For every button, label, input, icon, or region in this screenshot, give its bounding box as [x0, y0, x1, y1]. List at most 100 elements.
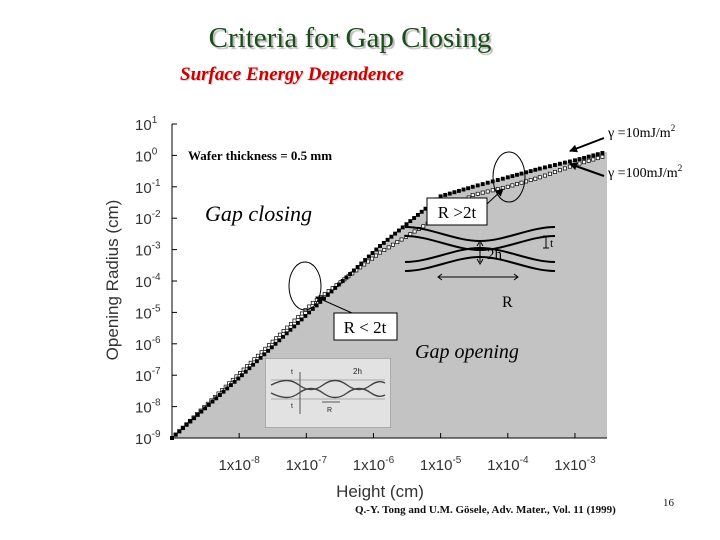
series-marker: [600, 154, 605, 159]
series-marker: [582, 160, 587, 165]
y-tick-label: 10-2: [135, 209, 161, 228]
series-marker: [310, 300, 315, 305]
x-tick-label: 1x10-8: [218, 455, 260, 474]
series-marker: [562, 160, 567, 165]
series-marker: [370, 251, 375, 255]
series-marker: [292, 318, 297, 323]
series-marker: [586, 154, 591, 159]
series-marker: [557, 161, 562, 166]
gamma-low-arrow: [569, 137, 605, 153]
series-marker: [393, 231, 398, 236]
series-marker: [547, 164, 552, 169]
series-marker: [475, 191, 480, 196]
series-marker: [412, 216, 417, 220]
slide-title: Criteria for Gap Closing: [208, 22, 492, 54]
series-marker: [225, 386, 230, 391]
r-less-box: [333, 312, 398, 341]
series-marker: [510, 174, 515, 179]
y-tick-label: 100: [135, 146, 158, 165]
series-marker: [490, 188, 495, 193]
series-marker: [466, 186, 471, 191]
series-marker: [519, 180, 524, 185]
series-marker: [438, 194, 443, 199]
series-marker: [378, 244, 382, 248]
series-marker: [419, 209, 424, 214]
r-greater-box: [426, 197, 488, 226]
highlight-ellipse-lower: [288, 261, 322, 311]
series-marker: [374, 247, 379, 252]
series-marker: [247, 366, 252, 371]
series-marker: [567, 164, 572, 169]
y-axis-label: Opening Radius (cm): [103, 200, 122, 361]
series-marker: [292, 324, 297, 329]
y-tick-label: 10-6: [135, 335, 161, 354]
series-marker: [577, 161, 582, 166]
series-marker: [284, 331, 289, 336]
series-marker: [359, 261, 364, 266]
series-marker: [389, 234, 394, 239]
series-marker: [533, 176, 538, 181]
series-marker: [573, 158, 577, 163]
t-label: t: [550, 236, 554, 250]
slide-number: 16: [663, 497, 674, 509]
r-label: R: [502, 294, 513, 311]
series-marker: [295, 320, 300, 325]
series-marker: [263, 346, 268, 351]
series-marker: [385, 237, 390, 242]
series-marker: [586, 158, 591, 163]
series-marker: [307, 310, 312, 315]
reference-citation: Q.-Y. Tong and U.M. Gösele, Adv. Mater.,…: [355, 504, 616, 516]
inset-diagram: t t 2h R: [265, 358, 391, 428]
series-marker: [299, 311, 304, 316]
series-marker: [447, 191, 452, 196]
series-marker: [288, 327, 293, 332]
series-marker: [591, 157, 596, 162]
series-marker: [348, 272, 353, 276]
y-tick-label: 10-8: [135, 398, 161, 417]
wafer-thickness-label: Wafer thickness = 0.5 mm: [188, 148, 332, 163]
series-marker: [528, 169, 533, 174]
series-marker: [537, 166, 542, 171]
y-tick-label: 10-3: [135, 241, 161, 260]
series-marker: [221, 389, 226, 394]
series-marker: [595, 156, 600, 161]
series-marker: [408, 219, 413, 224]
series-marker: [266, 348, 271, 353]
series-marker: [470, 184, 475, 189]
series-marker: [351, 268, 356, 273]
gamma-high-label: γ =100mJ/m2: [607, 163, 682, 181]
slide-subtitle: Surface Energy Dependence: [180, 64, 404, 85]
y-tick-label: 10-7: [135, 366, 161, 385]
series-marker: [577, 157, 582, 162]
series-marker: [547, 171, 552, 176]
series-marker: [303, 313, 308, 318]
series-marker: [404, 222, 409, 227]
series-marker: [340, 279, 345, 283]
two-h-label: 2h: [487, 247, 503, 263]
series-marker: [480, 190, 485, 195]
series-marker: [542, 165, 547, 170]
wafer-gap-schematic: [404, 226, 556, 281]
series-marker: [195, 412, 200, 417]
x-tick-label: 1x10-5: [420, 455, 462, 474]
series-marker: [452, 190, 457, 195]
gamma-low-label: γ =10mJ/m2: [607, 123, 675, 141]
series-marker: [515, 172, 519, 177]
series-marker: [307, 304, 312, 309]
series-marker: [188, 419, 193, 424]
series-marker: [288, 322, 293, 327]
series-marker: [519, 171, 524, 176]
series-marker: [505, 184, 510, 189]
series-marker: [381, 240, 386, 245]
inset-t-upper: t: [291, 369, 293, 376]
series-marker: [500, 176, 505, 181]
series-marker: [600, 151, 605, 155]
series-marker: [241, 367, 246, 372]
series-marker: [567, 159, 572, 164]
series-marker: [374, 253, 378, 258]
series-marker: [528, 178, 533, 182]
series-marker: [232, 379, 237, 384]
series-marker: [396, 228, 401, 233]
series-marker: [505, 175, 510, 180]
